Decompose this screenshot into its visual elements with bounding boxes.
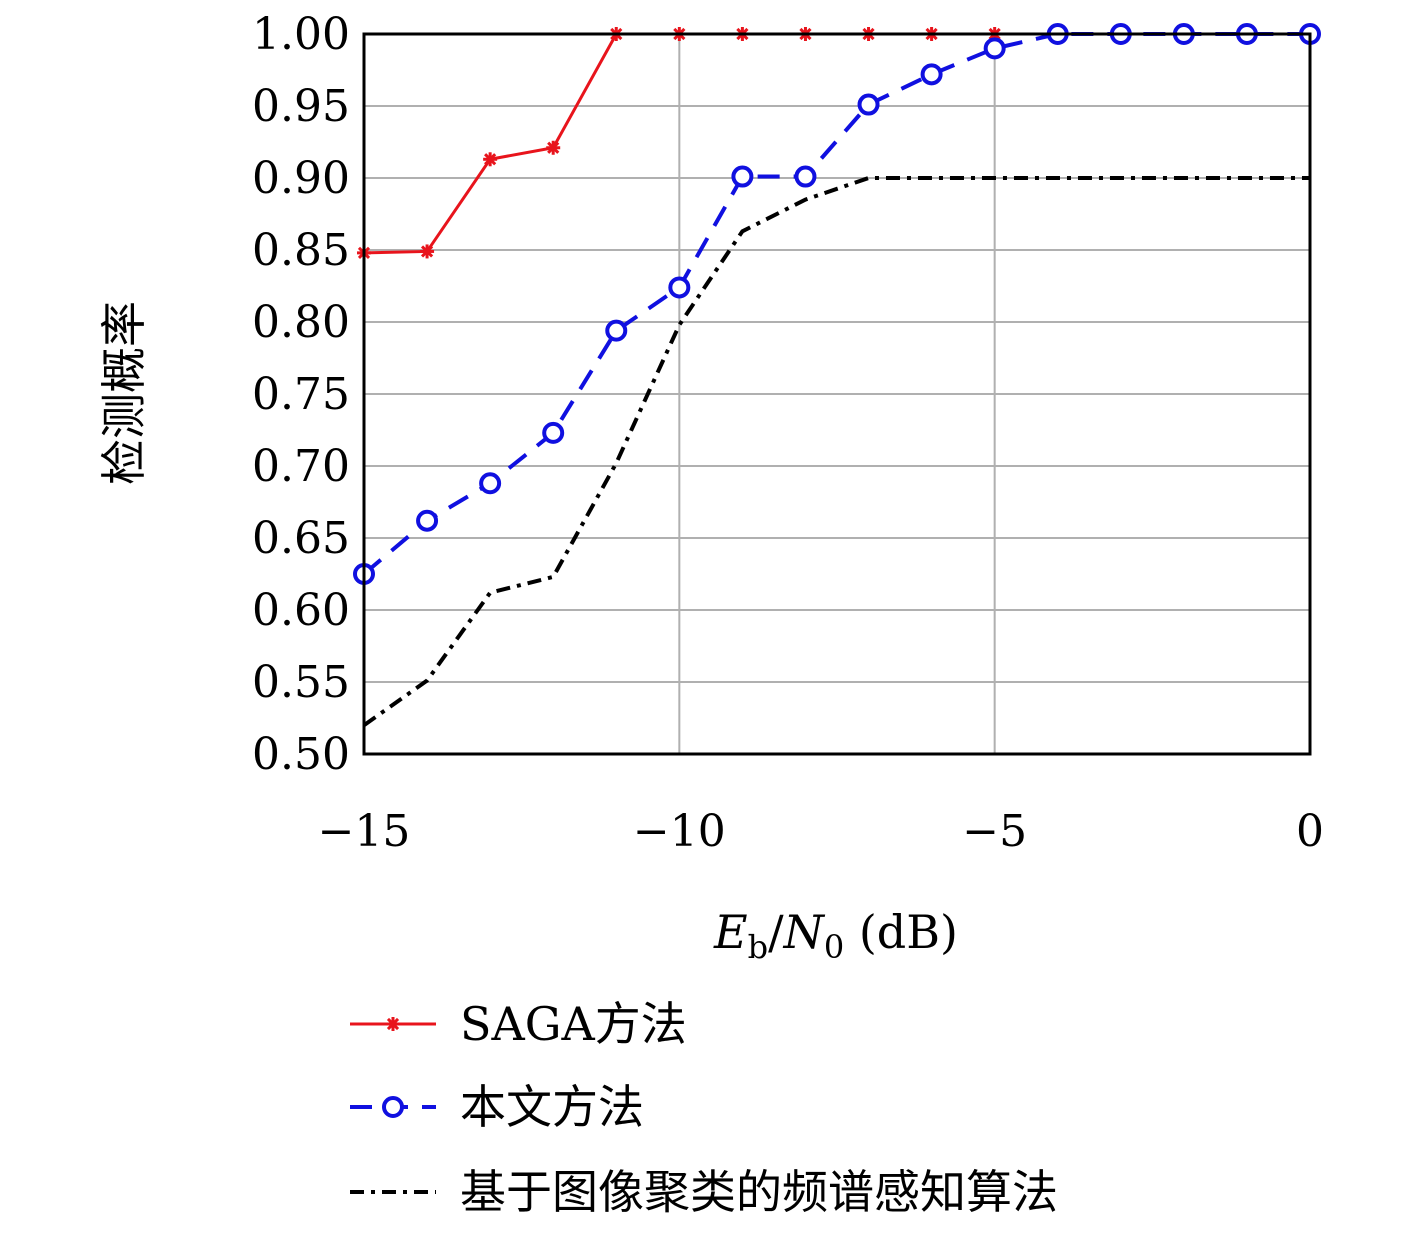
y-tick-label: 0.70 — [252, 441, 350, 492]
data-point — [479, 472, 502, 495]
legend-label: SAGA方法 — [460, 997, 687, 1051]
data-point — [920, 63, 943, 86]
data-point — [668, 276, 691, 299]
data-point — [483, 152, 498, 167]
y-tick-label: 0.50 — [252, 729, 350, 780]
y-tick-label: 0.80 — [252, 297, 350, 348]
x-tick-label: −10 — [633, 806, 726, 857]
data-point — [416, 509, 439, 532]
plot-frame — [362, 32, 1312, 756]
x-axis-label: Eb/N0 (dB) — [713, 905, 958, 966]
data-point — [542, 421, 565, 444]
data-point — [794, 165, 817, 188]
data-point — [983, 37, 1006, 60]
y-tick-label: 0.90 — [252, 153, 350, 204]
series-line — [362, 176, 1310, 727]
legend-marker — [382, 1096, 404, 1118]
legend-marker — [386, 1017, 400, 1031]
data-point — [605, 319, 628, 342]
series-layer — [353, 23, 1321, 727]
data-point — [731, 165, 754, 188]
legend-label: 本文方法 — [460, 1080, 644, 1134]
y-axis-label: 检测概率 — [97, 301, 151, 485]
y-tick-label: 0.75 — [252, 369, 350, 420]
y-tick-label: 1.00 — [252, 9, 350, 60]
y-tick-label: 0.60 — [252, 585, 350, 636]
data-point — [857, 93, 880, 116]
y-tick-label: 0.65 — [252, 513, 350, 564]
x-tick-label: 0 — [1296, 806, 1324, 857]
x-tick-label: −5 — [962, 806, 1027, 857]
y-tick-label: 0.55 — [252, 657, 350, 708]
series-1 — [353, 23, 1321, 585]
series-2 — [362, 176, 1310, 727]
x-tick-label: −15 — [318, 806, 411, 857]
y-tick-label: 0.85 — [252, 225, 350, 276]
series-line — [362, 32, 1310, 576]
grid-lines — [363, 33, 1311, 755]
legend-label: 基于图像聚类的频谱感知算法 — [460, 1165, 1058, 1219]
data-point — [546, 140, 561, 155]
data-point — [420, 244, 435, 259]
tick-labels: 0.50 0.55 0.60 0.65 0.70 0.75 0.80 0.85 0.90 0.95… — [252, 9, 1324, 857]
y-tick-label: 0.95 — [252, 81, 350, 132]
